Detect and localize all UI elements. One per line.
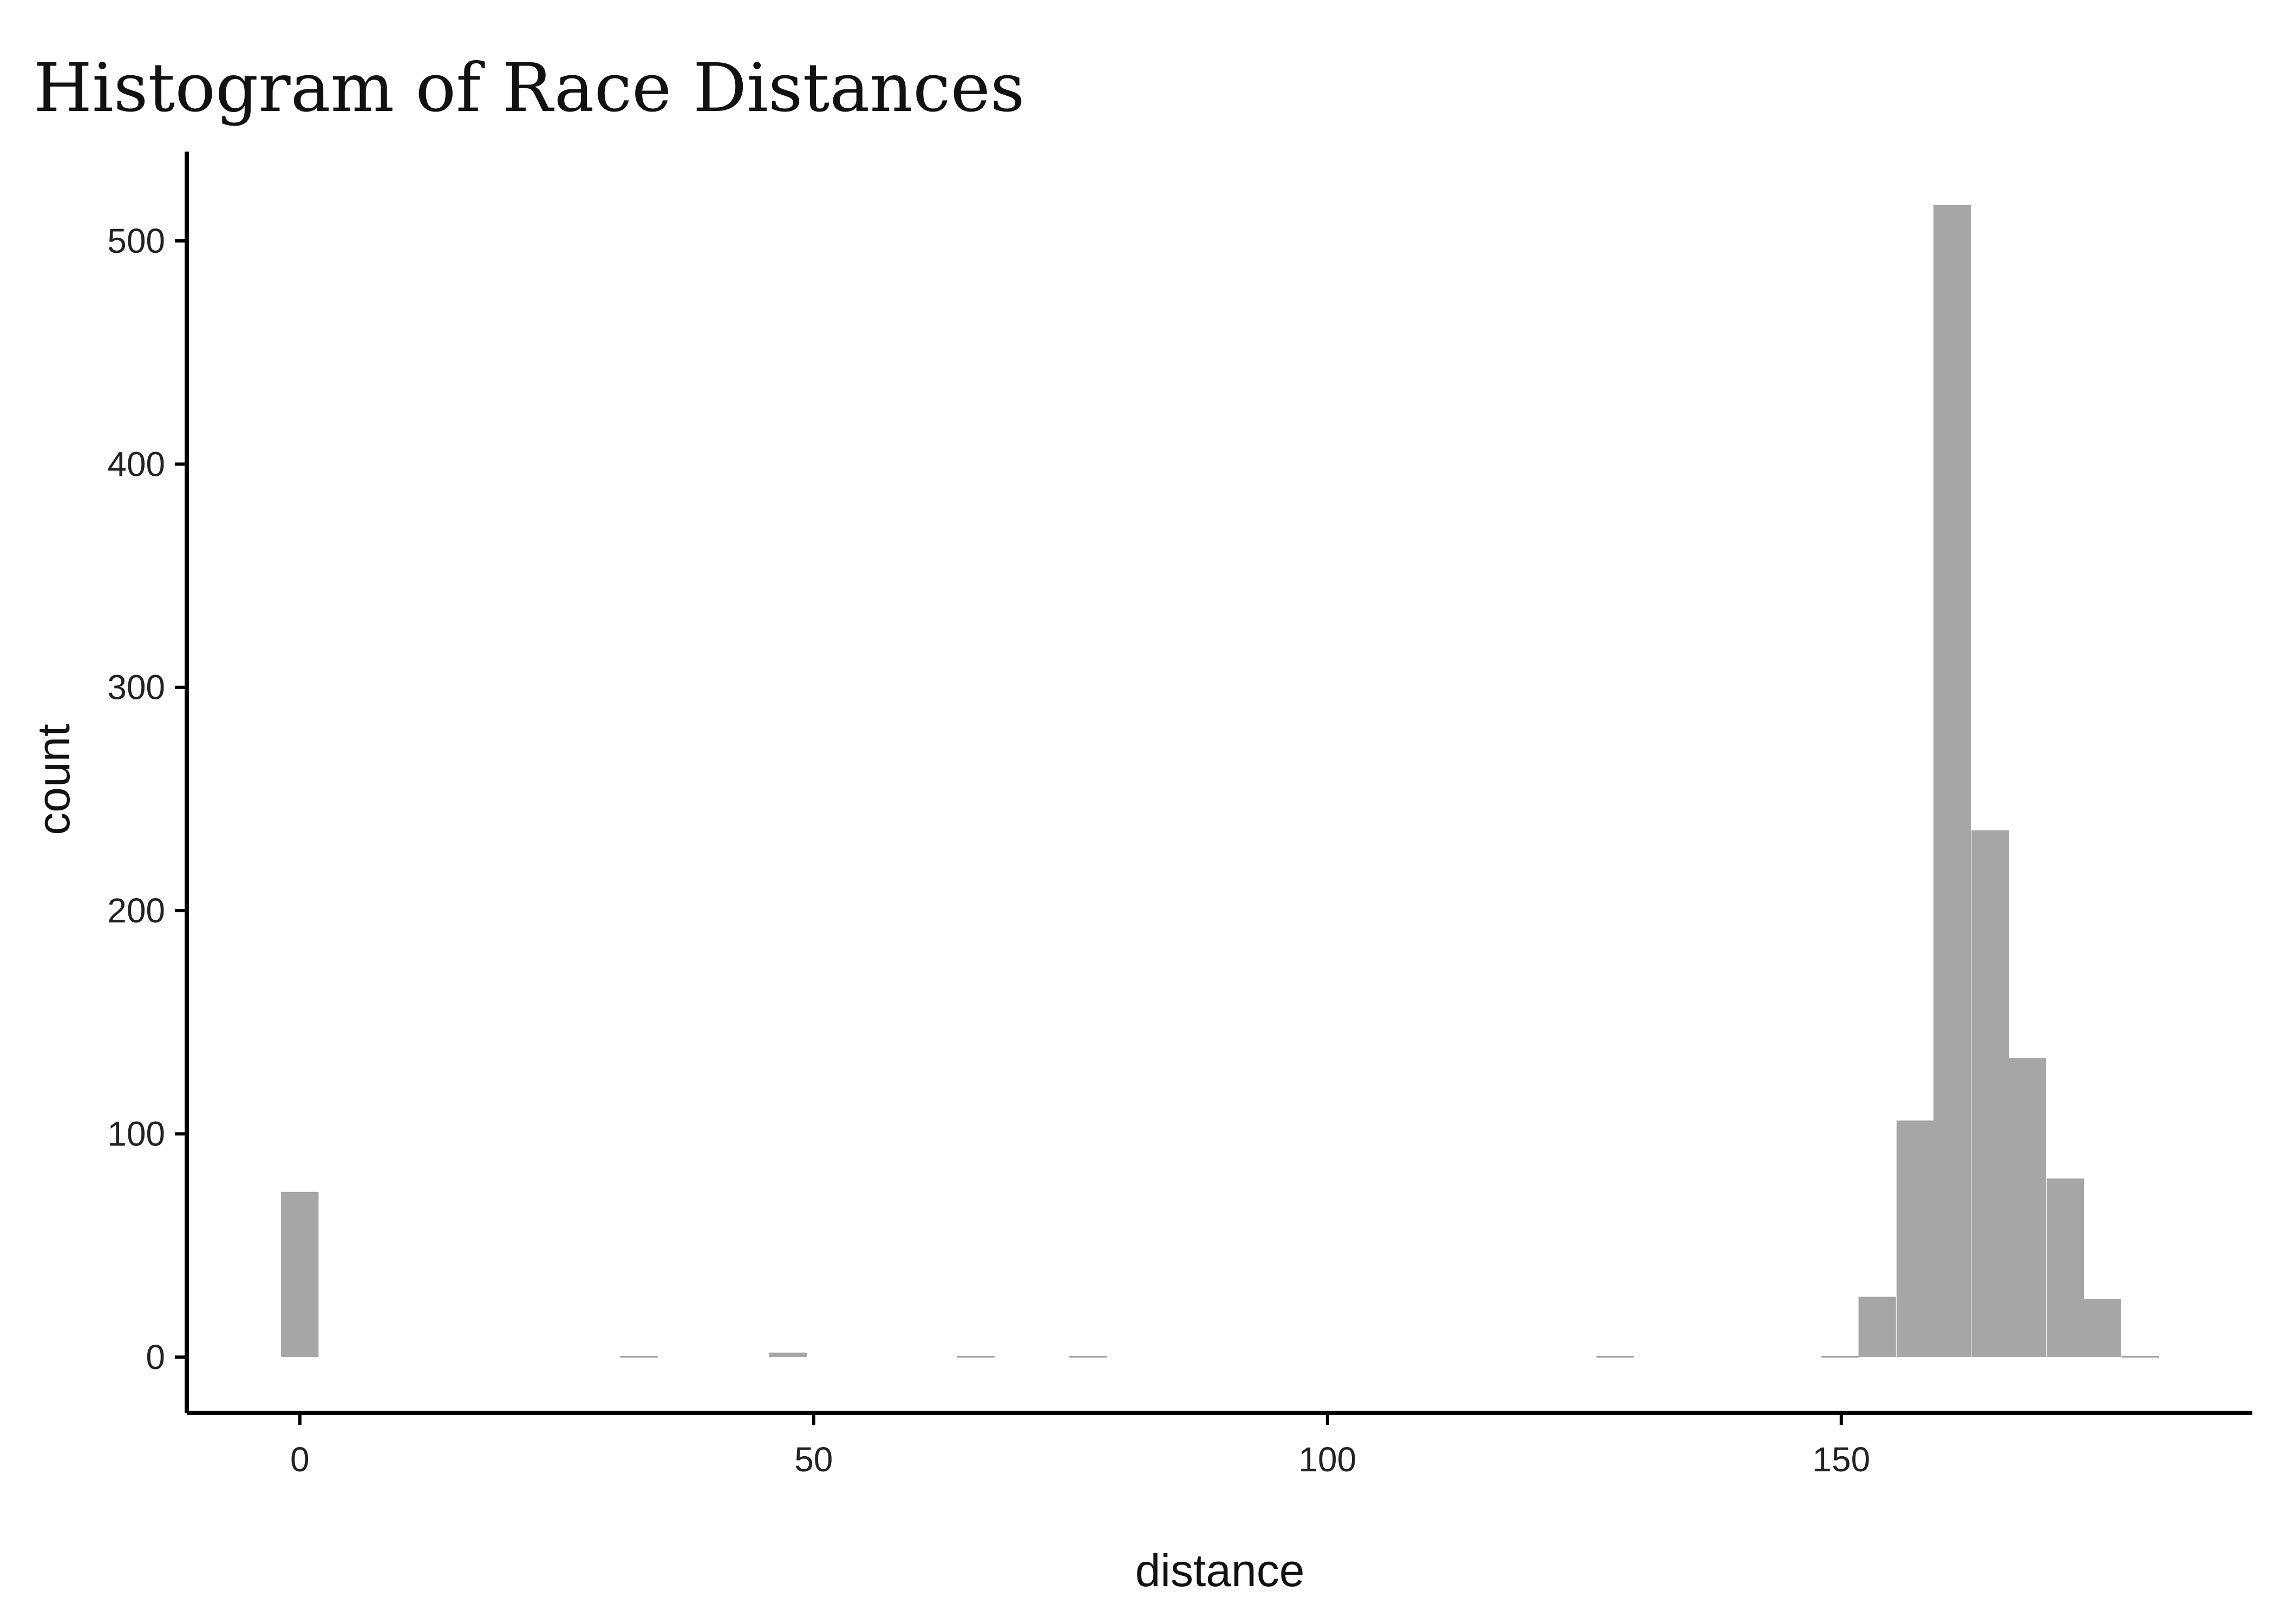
histogram-bar xyxy=(2121,1355,2159,1358)
x-tick-label: 0 xyxy=(290,1440,310,1479)
x-axis: 0 50 100 150 xyxy=(187,1411,2252,1479)
y-tick-label: 300 xyxy=(107,668,165,707)
y-tick-label: 400 xyxy=(107,444,165,483)
x-tick-label: 100 xyxy=(1298,1440,1356,1479)
histogram-bar xyxy=(1896,1120,1935,1357)
histogram-bar xyxy=(1596,1355,1634,1358)
x-tick-label: 150 xyxy=(1812,1440,1870,1479)
histogram-bar xyxy=(2008,1058,2046,1357)
y-tick-label: 0 xyxy=(146,1338,165,1377)
x-tick-label: 50 xyxy=(794,1440,833,1479)
histogram-bars xyxy=(281,205,2159,1358)
histogram-bar xyxy=(957,1355,995,1358)
histogram-bar xyxy=(1971,830,2009,1357)
histogram-bar xyxy=(2046,1178,2084,1357)
histogram-bar xyxy=(1069,1355,1107,1358)
histogram-bar xyxy=(2083,1299,2121,1357)
histogram-bar xyxy=(281,1191,319,1357)
histogram-bar xyxy=(769,1352,807,1357)
y-tick-label: 200 xyxy=(107,891,165,930)
histogram-bar xyxy=(1933,205,1971,1357)
y-axis: 0 100 200 300 400 500 xyxy=(107,152,189,1413)
histogram-bar xyxy=(1821,1355,1859,1358)
x-axis-title: distance xyxy=(1135,1545,1305,1596)
y-tick-label: 500 xyxy=(107,221,165,260)
chart-title: Histogram of Race Distances xyxy=(34,49,1025,127)
histogram-bar xyxy=(1858,1296,1896,1357)
y-axis-title: count xyxy=(28,724,79,835)
histogram-bar xyxy=(620,1355,658,1358)
y-tick-label: 100 xyxy=(107,1115,165,1154)
